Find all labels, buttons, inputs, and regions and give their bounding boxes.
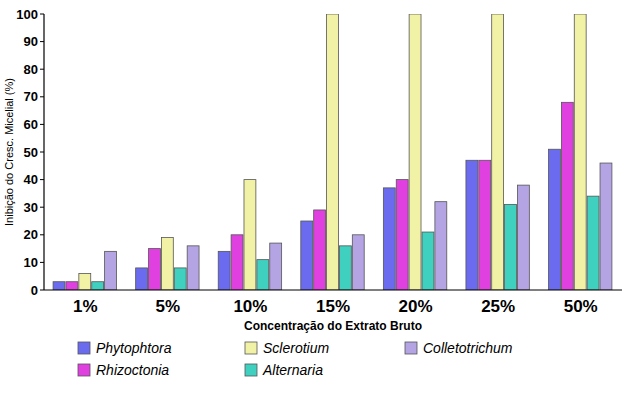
bar [517, 185, 529, 290]
legend-label: Colletotrichum [423, 340, 513, 356]
y-tick-label: 0 [31, 283, 38, 298]
bar [161, 238, 173, 290]
bar [218, 251, 230, 290]
y-tick-label: 50 [24, 145, 38, 160]
bar [187, 246, 199, 290]
bar [549, 149, 561, 290]
bar [231, 235, 243, 290]
chart: Inibição do Cresc. Micelial (%) 0 10 20 30 40… [0, 0, 631, 397]
legend-swatch [78, 364, 90, 376]
bar [561, 102, 573, 290]
y-tick-label: 80 [24, 62, 38, 77]
bar [149, 249, 161, 290]
bar [244, 180, 256, 290]
bar [105, 251, 117, 290]
x-tick-label: 1% [73, 297, 98, 316]
bar [53, 282, 65, 290]
y-tick-label: 10 [24, 255, 38, 270]
y-tick-label: 90 [24, 34, 38, 49]
bar [587, 196, 599, 290]
bar [383, 188, 395, 290]
x-tick-label: 25% [481, 297, 515, 316]
y-tick-label: 100 [16, 7, 38, 22]
bar [327, 14, 339, 290]
legend-swatch [78, 342, 90, 354]
legend-swatch [245, 364, 257, 376]
bar [136, 268, 148, 290]
bar [600, 163, 612, 290]
bar [257, 260, 269, 290]
bar [422, 232, 434, 290]
legend-label: Sclerotium [263, 340, 329, 356]
legend-label: Alternaria [262, 362, 323, 378]
x-tick-label: 15% [316, 297, 350, 316]
bar [492, 14, 504, 290]
y-tick-label: 20 [24, 227, 38, 242]
x-axis-title: Concentração do Extrato Bruto [244, 319, 422, 333]
y-tick-label: 40 [24, 172, 38, 187]
legend-label: Phytophtora [96, 340, 172, 356]
bar [66, 282, 78, 290]
x-tick-label: 20% [399, 297, 433, 316]
bar [270, 243, 282, 290]
legend-label: Rhizoctonia [96, 362, 169, 378]
x-tick-label: 50% [564, 297, 598, 316]
bar [396, 180, 408, 290]
bar [466, 160, 478, 290]
y-tick-label: 30 [24, 200, 38, 215]
bar [79, 273, 91, 290]
y-tick-label: 70 [24, 89, 38, 104]
bar [574, 14, 586, 290]
x-tick-label: 5% [156, 297, 181, 316]
x-tick-label: 10% [233, 297, 267, 316]
y-axis [43, 14, 44, 290]
bar [92, 282, 104, 290]
bar [479, 160, 491, 290]
bars [53, 14, 612, 290]
bar [435, 202, 447, 290]
bar [505, 204, 517, 290]
legend-swatch [245, 342, 257, 354]
bar [301, 221, 313, 290]
bar [352, 235, 364, 290]
legend-swatch [405, 342, 417, 354]
y-axis-title: Inibição do Cresc. Micelial (%) [3, 78, 15, 226]
x-axis [44, 289, 622, 290]
bar [409, 14, 421, 290]
bar [314, 210, 326, 290]
bar [174, 268, 186, 290]
bar [339, 246, 351, 290]
y-tick-label: 60 [24, 117, 38, 132]
